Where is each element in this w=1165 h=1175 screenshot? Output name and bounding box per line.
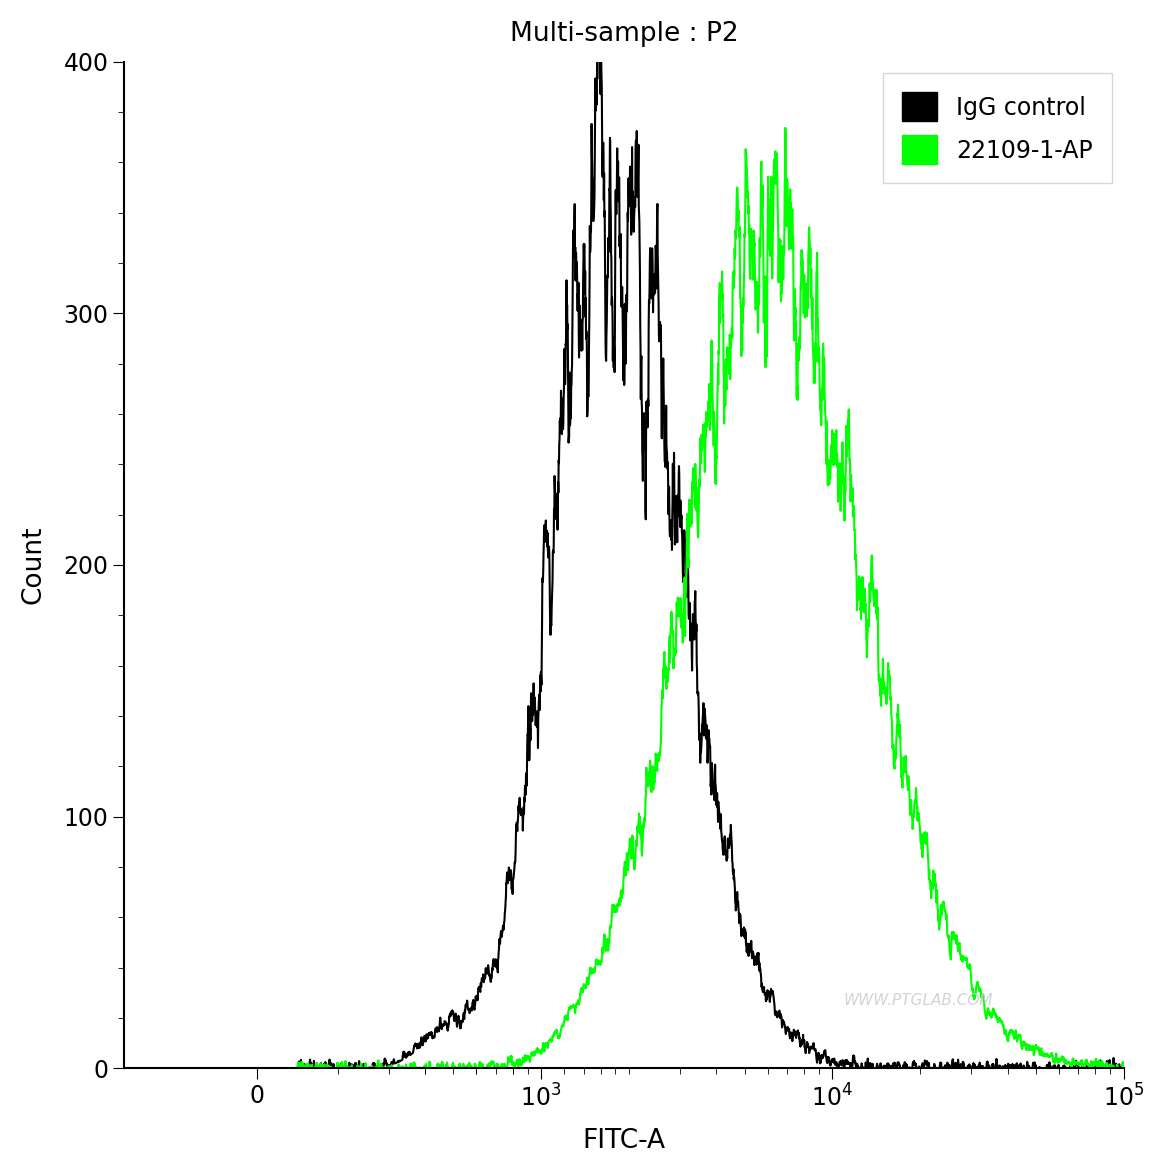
22109-1-AP — [1116, 1059, 1130, 1073]
Line: 22109-1-AP: 22109-1-AP — [297, 128, 1123, 1068]
Line: IgG control: IgG control — [297, 0, 1123, 1068]
X-axis label: FITC-A: FITC-A — [582, 1128, 665, 1154]
IgG control — [578, 287, 592, 301]
IgG control — [290, 1061, 304, 1075]
Title: Multi-sample : P2: Multi-sample : P2 — [509, 21, 739, 47]
22109-1-AP — [616, 885, 630, 899]
22109-1-AP — [778, 121, 792, 135]
IgG control — [343, 1058, 356, 1072]
Legend: IgG control, 22109-1-AP: IgG control, 22109-1-AP — [883, 74, 1111, 183]
22109-1-AP — [1115, 1061, 1129, 1075]
22109-1-AP — [1100, 1058, 1114, 1072]
22109-1-AP — [343, 1061, 356, 1075]
IgG control — [1005, 1058, 1019, 1072]
22109-1-AP — [578, 979, 592, 993]
Text: WWW.PTGLAB.COM: WWW.PTGLAB.COM — [843, 993, 994, 1008]
IgG control — [1100, 1058, 1114, 1072]
IgG control — [1116, 1061, 1130, 1075]
IgG control — [395, 1053, 409, 1067]
22109-1-AP — [395, 1060, 409, 1074]
22109-1-AP — [1005, 1025, 1019, 1039]
IgG control — [616, 349, 630, 363]
Y-axis label: Count: Count — [21, 525, 47, 604]
22109-1-AP — [290, 1061, 304, 1075]
